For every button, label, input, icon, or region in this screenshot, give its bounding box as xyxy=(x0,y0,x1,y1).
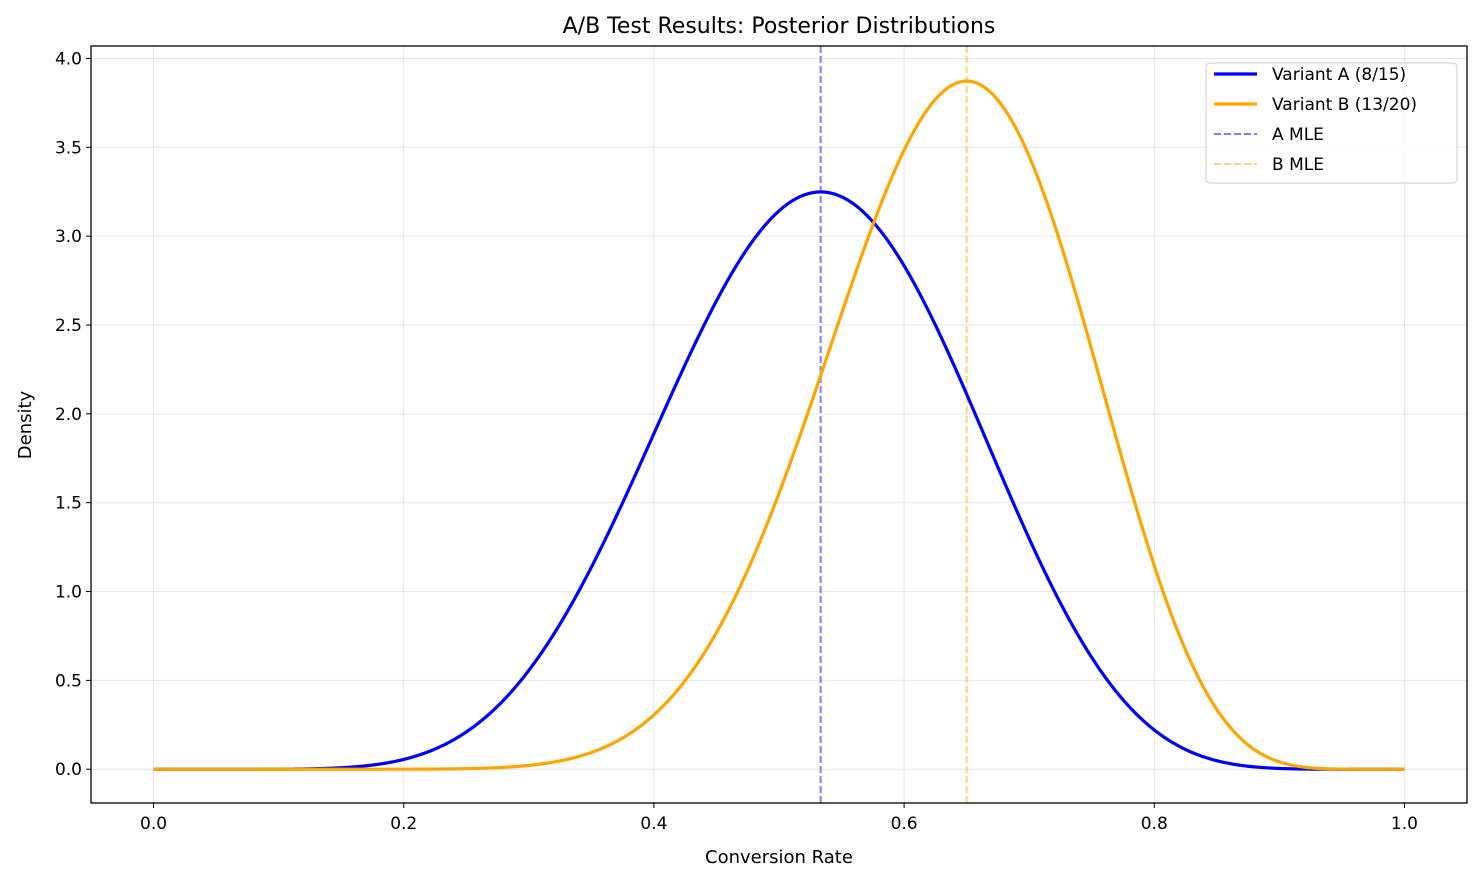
legend-label: Variant B (13/20) xyxy=(1272,95,1417,115)
y-tick-label: 0.0 xyxy=(55,760,82,780)
curves xyxy=(153,79,1405,771)
plot-frame xyxy=(90,45,1468,804)
y-axis-label: Density xyxy=(15,390,36,459)
y-tick-label: 1.0 xyxy=(55,583,82,603)
x-axis-label: Conversion Rate xyxy=(705,847,853,868)
density-curve xyxy=(153,190,1405,771)
x-axis-ticks: 0.0 0.2 0.4 0.6 0.8 1.0 xyxy=(140,803,1418,834)
x-tick-label: 0.0 xyxy=(140,814,167,834)
y-tick-label: 1.5 xyxy=(55,494,82,514)
x-tick-label: 0.6 xyxy=(891,814,918,834)
legend-box xyxy=(1205,62,1458,184)
x-tick-label: 0.4 xyxy=(640,814,667,834)
legend: Variant A (8/15) Variant B (13/20) A MLE B … xyxy=(1205,62,1458,184)
legend-label: Variant A (8/15) xyxy=(1272,65,1406,85)
y-tick-label: 4.0 xyxy=(55,49,82,69)
mle-lines xyxy=(819,46,968,803)
x-tick-label: 0.2 xyxy=(390,814,417,834)
chart-title: A/B Test Results: Posterior Distribution… xyxy=(563,14,996,39)
y-tick-label: 0.5 xyxy=(55,671,82,691)
x-tick-label: 0.8 xyxy=(1141,814,1168,834)
legend-label: A MLE xyxy=(1272,125,1324,145)
legend-label: B MLE xyxy=(1272,155,1324,175)
y-tick-label: 3.5 xyxy=(55,138,82,158)
y-tick-label: 2.5 xyxy=(55,316,82,336)
y-tick-label: 2.0 xyxy=(55,405,82,425)
y-axis-ticks: 0.0 0.5 1.0 1.5 2.0 2.5 3.0 3.5 4.0 xyxy=(55,49,91,780)
x-tick-label: 1.0 xyxy=(1391,814,1418,834)
density-curve xyxy=(153,79,1405,771)
y-tick-label: 3.0 xyxy=(55,227,82,247)
